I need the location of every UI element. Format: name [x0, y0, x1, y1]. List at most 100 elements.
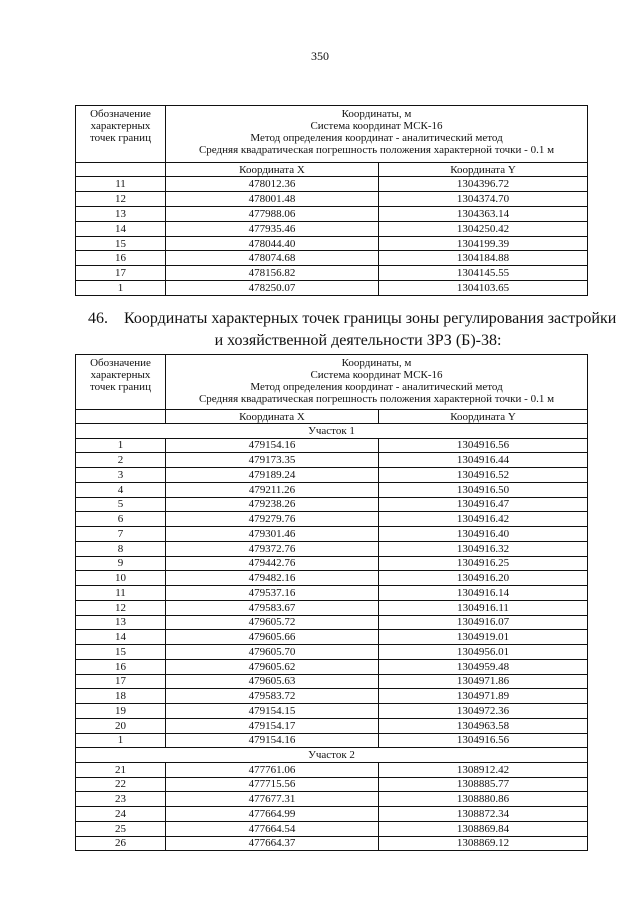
data-row: 14 479605.66 1304919.01 [75, 629, 589, 645]
data-row: 20 479154.17 1304963.58 [75, 717, 589, 734]
data-cell: 478044.40 [165, 235, 379, 252]
data-cell: 479583.67 [165, 599, 379, 616]
data-row: 1 478250.07 1304103.65 [75, 280, 589, 297]
data-cell: 1304103.65 [377, 280, 589, 297]
data-cell: 477664.99 [165, 806, 379, 822]
data-cell: 1304916.07 [377, 614, 589, 631]
subheader-row: Координата X Координата Y [75, 409, 589, 424]
subheader-cell: Координата X [165, 162, 379, 177]
data-cell: 2 [75, 452, 166, 468]
data-cell: 1304916.52 [377, 467, 589, 483]
data-cell: 1304971.89 [377, 688, 589, 704]
data-cell: 1308869.84 [377, 820, 589, 837]
header-cell: Обозначение характерных точек границ [75, 354, 166, 410]
data-cell: 1304363.14 [377, 205, 589, 222]
data-cell: 11 [75, 585, 166, 601]
data-cell: 1304396.72 [377, 176, 589, 192]
data-cell: 479279.76 [165, 511, 379, 527]
data-cell: 479154.16 [165, 437, 379, 454]
header-line: Метод определения координат - аналитичес… [250, 381, 503, 393]
data-cell: 479537.16 [165, 585, 379, 601]
data-cell: 17 [75, 265, 166, 282]
data-cell: 11 [75, 176, 166, 192]
data-cell: 8 [75, 540, 166, 557]
data-cell: 1304916.32 [377, 540, 589, 557]
data-cell: 1308869.12 [377, 835, 589, 852]
data-row: 1 479154.16 1304916.56 [75, 437, 589, 454]
header-line: Система координат МСК-16 [310, 120, 443, 132]
data-cell: 477715.56 [165, 776, 379, 793]
data-row: 8 479372.76 1304916.32 [75, 540, 589, 557]
data-cell: 479605.72 [165, 614, 379, 631]
data-row: 12 479583.67 1304916.11 [75, 599, 589, 616]
data-cell: 16 [75, 250, 166, 267]
data-cell: 1308885.77 [377, 776, 589, 793]
subheader-cell [75, 162, 166, 177]
data-cell: 13 [75, 614, 166, 631]
data-row: 13 477988.06 1304363.14 [75, 205, 589, 222]
data-cell: 1304963.58 [377, 717, 589, 734]
data-row: 17 478156.82 1304145.55 [75, 265, 589, 282]
data-cell: 13 [75, 205, 166, 222]
data-row: 11 478012.36 1304396.72 [75, 176, 589, 192]
subheader-row: Координата X Координата Y [75, 162, 589, 177]
data-row: 11 479537.16 1304916.14 [75, 585, 589, 601]
data-cell: 4 [75, 481, 166, 498]
data-row: 3 479189.24 1304916.52 [75, 467, 589, 483]
data-row: 6 479279.76 1304916.42 [75, 511, 589, 527]
data-cell: 1304956.01 [377, 644, 589, 660]
data-cell: 3 [75, 467, 166, 483]
data-row: 21 477761.06 1308912.42 [75, 761, 589, 778]
data-row: 12 478001.48 1304374.70 [75, 190, 589, 207]
header-line: характерных [90, 369, 151, 381]
heading-text: Координаты характерных точек границы зон… [124, 310, 617, 327]
data-cell: 1304374.70 [377, 190, 589, 207]
data-row: 19 479154.15 1304972.36 [75, 703, 589, 719]
data-cell: 479154.16 [165, 732, 379, 749]
header-line: Средняя квадратическая погрешность полож… [198, 144, 555, 156]
header-line: точек границ [90, 381, 151, 393]
data-cell: 1304916.20 [377, 570, 589, 586]
coordinates-table: Обозначение характерных точек границ Коорди… [74, 354, 589, 852]
section-title: Участок 1 [74, 423, 589, 439]
header-line: Обозначение [90, 357, 151, 369]
data-cell: 479154.17 [165, 717, 379, 734]
data-cell: 477664.37 [165, 835, 379, 852]
data-cell: 15 [75, 235, 166, 252]
data-row: 15 478044.40 1304199.39 [75, 235, 589, 252]
page-number: 350 [311, 49, 329, 63]
subheader-cell: Координата Y [377, 409, 589, 424]
data-cell: 479605.63 [165, 673, 379, 690]
data-cell: 17 [75, 673, 166, 690]
heading-number: 46. [88, 310, 108, 327]
section-heading: 46. Координаты характерных точек границы … [88, 308, 616, 352]
data-row: 1 479154.16 1304916.56 [75, 732, 589, 749]
data-cell: 479189.24 [165, 467, 379, 483]
header-cell: Координаты, м Система координат МСК-16 Мет… [164, 354, 589, 410]
data-cell: 20 [75, 717, 166, 734]
header-line: Метод определения координат - аналитичес… [250, 132, 503, 144]
data-row: 10 479482.16 1304916.20 [75, 570, 589, 586]
data-cell: 477664.54 [165, 820, 379, 837]
data-cell: 1304250.42 [377, 220, 589, 237]
data-cell: 479211.26 [165, 481, 379, 498]
data-cell: 18 [75, 688, 166, 704]
data-cell: 21 [75, 761, 166, 778]
data-cell: 479154.15 [165, 703, 379, 719]
data-row: 16 479605.62 1304959.48 [75, 658, 589, 675]
data-cell: 477677.31 [165, 791, 379, 807]
data-cell: 479442.76 [165, 555, 379, 572]
data-row: 13 479605.72 1304916.07 [75, 614, 589, 631]
data-row: 5 479238.26 1304916.47 [75, 496, 589, 513]
data-cell: 1304916.44 [377, 452, 589, 468]
section-title: Участок 2 [74, 747, 589, 763]
data-cell: 479482.16 [165, 570, 379, 586]
data-cell: 1304916.42 [377, 511, 589, 527]
data-cell: 479372.76 [165, 540, 379, 557]
data-cell: 26 [75, 835, 166, 852]
data-cell: 1304916.56 [377, 437, 589, 454]
data-cell: 477988.06 [165, 205, 379, 222]
coordinates-table: Обозначение характерных точек границ Коорди… [75, 105, 589, 297]
data-cell: 1304916.14 [377, 585, 589, 601]
